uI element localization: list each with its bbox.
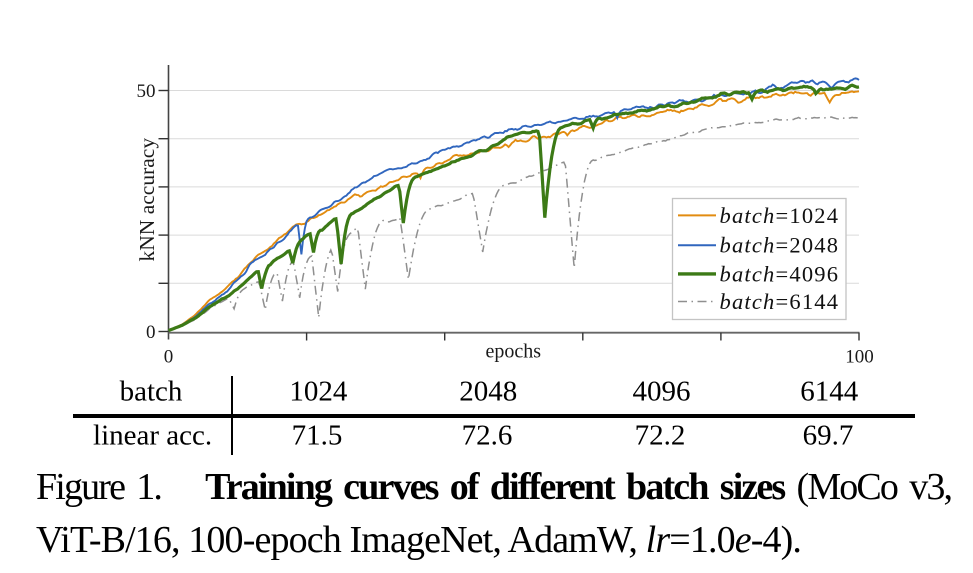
svg-text:batch=6144: batch=6144: [720, 289, 840, 314]
svg-text:50: 50: [137, 81, 156, 102]
svg-text:kNN accuracy: kNN accuracy: [135, 138, 159, 262]
svg-text:epochs: epochs: [486, 340, 542, 362]
svg-text:batch=1024: batch=1024: [720, 203, 840, 228]
svg-text:batch=2048: batch=2048: [720, 233, 840, 258]
svg-text:batch=4096: batch=4096: [720, 261, 840, 286]
svg-text:0: 0: [164, 347, 174, 368]
svg-text:100: 100: [845, 347, 874, 368]
svg-text:0: 0: [146, 322, 156, 343]
